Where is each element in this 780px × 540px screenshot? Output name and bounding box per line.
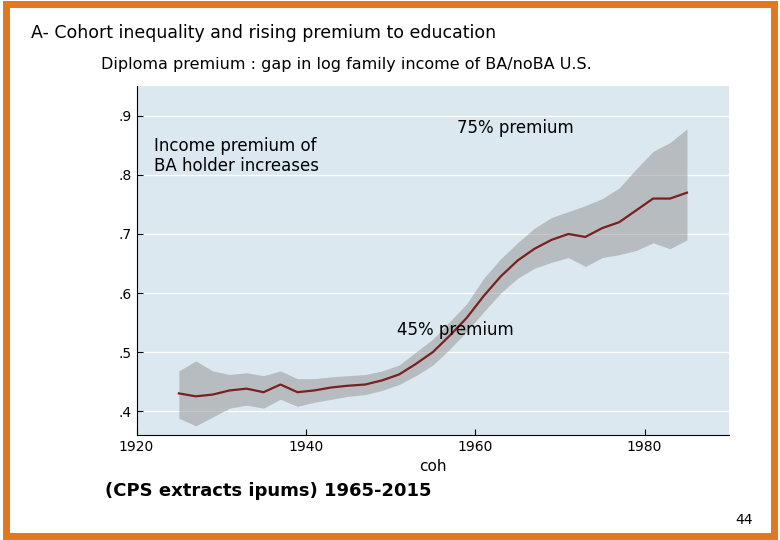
Text: 45% premium: 45% premium <box>397 321 514 339</box>
X-axis label: coh: coh <box>419 459 447 474</box>
Text: A- Cohort inequality and rising premium to education: A- Cohort inequality and rising premium … <box>31 24 496 42</box>
Text: 44: 44 <box>736 512 753 526</box>
Text: 75% premium: 75% premium <box>456 119 573 137</box>
Text: (CPS extracts ipums) 1965-2015: (CPS extracts ipums) 1965-2015 <box>105 482 432 500</box>
Text: Income premium of
BA holder increases: Income premium of BA holder increases <box>154 137 319 176</box>
Text: Diploma premium : gap in log family income of BA/noBA U.S.: Diploma premium : gap in log family inco… <box>101 57 592 72</box>
